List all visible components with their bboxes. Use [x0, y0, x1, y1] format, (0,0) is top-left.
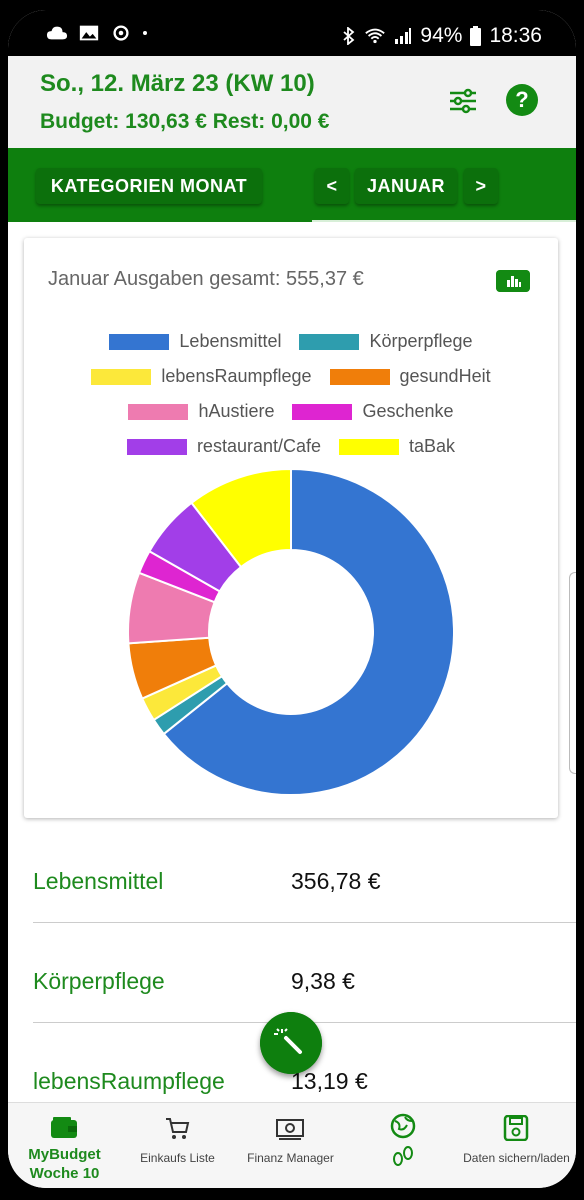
nav-finance-manager[interactable]: Finanz Manager [234, 1103, 347, 1188]
app-header: So., 12. März 23 (KW 10) Budget: 130,63 … [8, 56, 576, 149]
legend-item[interactable]: taBak [339, 436, 455, 457]
previous-month-button[interactable]: < [315, 168, 349, 204]
legend-item[interactable]: restaurant/Cafe [126, 436, 321, 457]
donut-chart[interactable] [24, 468, 558, 808]
list-item[interactable]: Lebensmittel 356,78 € [33, 822, 576, 923]
sync-icon [113, 25, 129, 41]
status-bar: 94% 18:36 [8, 10, 576, 56]
scroll-handle[interactable] [569, 572, 576, 774]
category-toolbar: KATEGORIEN MONAT < JANUAR > [8, 148, 576, 223]
month-selector[interactable]: JANUAR [355, 168, 457, 204]
phone-screen: 94% 18:36 So., 12. März 23 (KW 10) Budge… [8, 10, 576, 1188]
nav-data-backup[interactable]: Daten sichern/laden [460, 1103, 573, 1188]
legend-item[interactable]: Lebensmittel [109, 331, 281, 352]
chart-legend: Lebensmittel Körperpflege lebensRaumpfle… [24, 324, 558, 464]
magic-wand-button[interactable] [260, 1012, 322, 1074]
nav-mybudget[interactable]: MyBudget Woche 10 [8, 1103, 121, 1188]
category-amount: 9,38 € [291, 968, 355, 994]
card-title: Januar Ausgaben gesamt: 555,37 € [48, 268, 364, 290]
bottom-navigation: MyBudget Woche 10 Einkaufs Liste Finanz … [8, 1102, 576, 1188]
tab-indicator [312, 220, 576, 223]
nav-shopping-list[interactable]: Einkaufs Liste [121, 1103, 234, 1188]
budget-summary: Budget: 130,63 € Rest: 0,00 € [40, 110, 330, 133]
donut-slice-tabak[interactable] [190, 468, 292, 569]
categories-month-button[interactable]: KATEGORIEN MONAT [36, 168, 262, 204]
save-icon [503, 1115, 529, 1141]
legend-item[interactable]: hAustiere [128, 401, 274, 422]
battery-percent: 94% [420, 24, 463, 47]
wifi-icon [365, 28, 386, 44]
main-content[interactable]: Januar Ausgaben gesamt: 555,37 € Lebensm… [8, 222, 576, 1102]
battery-icon [470, 26, 482, 46]
legend-item[interactable]: lebensRaumpflege [91, 366, 312, 387]
category-name: Körperpflege [33, 968, 165, 994]
bluetooth-icon [343, 27, 355, 45]
clock: 18:36 [489, 24, 542, 47]
date-title[interactable]: So., 12. März 23 (KW 10) [40, 70, 315, 97]
nav-globe-footprints[interactable] [347, 1103, 460, 1188]
image-icon [79, 25, 99, 41]
legend-item[interactable]: gesundHeit [329, 366, 491, 387]
cloud-icon [46, 26, 68, 40]
list-item[interactable]: lebensRaumpflege 13,19 € [33, 1022, 576, 1102]
signal-icon [395, 28, 412, 44]
category-name: lebensRaumpflege [33, 1068, 225, 1094]
category-name: Lebensmittel [33, 868, 164, 894]
donut-slice-lebensmittel[interactable] [162, 468, 455, 796]
globe-footprints-icon [390, 1113, 416, 1166]
cart-icon [166, 1118, 190, 1139]
filter-settings-icon[interactable] [448, 86, 478, 116]
money-icon [276, 1119, 304, 1140]
legend-item[interactable]: Geschenke [292, 401, 454, 422]
expense-chart-card: Januar Ausgaben gesamt: 555,37 € Lebensm… [24, 238, 558, 818]
category-amount: 13,19 € [291, 1068, 368, 1094]
wallet-icon [51, 1117, 77, 1138]
bar-chart-toggle-icon[interactable] [496, 270, 530, 292]
category-amount: 356,78 € [291, 868, 381, 894]
legend-item[interactable]: Körperpflege [299, 331, 473, 352]
list-item[interactable]: Körperpflege 9,38 € [33, 922, 576, 1023]
help-button[interactable]: ? [506, 84, 538, 116]
next-month-button[interactable]: > [464, 168, 498, 204]
dot-icon [143, 31, 147, 35]
